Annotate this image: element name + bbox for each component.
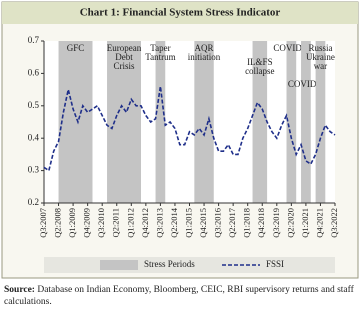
stress-band: [301, 41, 311, 203]
x-tick-label: Q2:2008: [53, 208, 63, 238]
x-tick-label: Q3:2013: [154, 208, 164, 238]
x-tick-label: Q2:2014: [169, 207, 179, 238]
stress-band: [58, 41, 93, 203]
band-label: Crisis: [114, 61, 136, 71]
band-label: Debt: [115, 52, 133, 62]
band-label: collapse: [245, 66, 275, 76]
x-tick-label: Q2:2011: [111, 208, 121, 237]
stress-band: [315, 41, 326, 203]
x-tick-label: Q4:2015: [198, 208, 208, 238]
x-tick-label: Q1:2018: [242, 208, 252, 238]
stress-band: [252, 41, 268, 203]
y-tick-label: 0.2: [28, 197, 39, 207]
x-tick-label: Q1:2012: [125, 208, 135, 238]
band-label: Taper: [150, 43, 170, 53]
stress-band: [155, 41, 166, 203]
source-label: Source:: [4, 285, 35, 295]
x-tick-label: Q4:2012: [140, 208, 150, 238]
band-label: COVID-1: [273, 43, 309, 53]
legend-label: Stress Periods: [144, 259, 195, 269]
band-label: GFC: [67, 43, 85, 53]
band-label: COVID-2: [288, 79, 324, 89]
band-label: AQR: [195, 43, 214, 53]
x-tick-label: Q4:2009: [82, 208, 92, 238]
legend-label: FSSI: [266, 259, 284, 269]
y-tick-label: 0.3: [28, 165, 40, 175]
band-label: European: [107, 43, 142, 53]
x-tick-label: Q1:2009: [67, 208, 77, 238]
chart-title: Chart 1: Financial System Stress Indicat…: [80, 7, 281, 19]
stress-band: [107, 41, 141, 203]
x-tick-label: Q4:2018: [256, 208, 266, 238]
title-bar: [2, 2, 358, 24]
x-tick-label: Q3:2010: [96, 208, 106, 238]
x-tick-label: Q4:2021: [314, 208, 324, 238]
y-tick-label: 0.6: [28, 67, 40, 77]
legend-swatch-band: [100, 260, 138, 270]
source-note: Source: Database on Indian Economy, Bloo…: [4, 284, 356, 308]
x-tick-label: Q2:2017: [227, 208, 237, 238]
band-label: Russia: [308, 43, 332, 53]
y-tick-label: 0.4: [28, 132, 40, 142]
band-label: war: [314, 61, 328, 71]
x-tick-label: Q3:2016: [213, 208, 223, 238]
fssi-line: [43, 86, 336, 172]
x-tick-label: Q3:2019: [271, 208, 281, 238]
band-label: Ukraine: [306, 52, 335, 62]
stress-band: [194, 41, 214, 203]
band-label: initiation: [188, 52, 221, 62]
stress-band: [286, 41, 297, 203]
x-tick-label: Q1:2015: [183, 208, 193, 238]
y-tick-label: 0.7: [28, 35, 40, 45]
x-tick-label: Q1:2021: [300, 208, 310, 238]
x-tick-label: Q3:2007: [38, 208, 48, 238]
y-tick-label: 0.5: [28, 100, 40, 110]
x-tick-label: Q3:2022: [329, 208, 339, 238]
band-label: IL&FS: [247, 57, 273, 67]
band-label: Tantrum: [145, 52, 175, 62]
chart: Chart 1: Financial System Stress Indicat…: [1, 1, 359, 279]
x-tick-label: Q2:2020: [285, 208, 295, 238]
source-text: Database on Indian Economy, Bloomberg, C…: [4, 285, 354, 307]
